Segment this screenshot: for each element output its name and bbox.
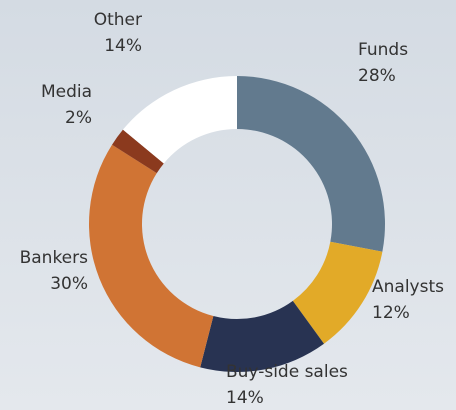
slice-value: 14% (226, 388, 264, 408)
donut-slice (122, 76, 237, 164)
slice-label: Other (94, 10, 142, 30)
slice-label: Analysts (372, 277, 444, 297)
donut-slice (237, 76, 385, 252)
slice-value: 28% (358, 66, 396, 86)
slice-label: Bankers (20, 248, 89, 268)
slice-label: Funds (358, 40, 408, 60)
donut-slice (200, 300, 324, 372)
slice-label: Buy-side sales (226, 362, 348, 382)
slice-value: 2% (65, 108, 92, 128)
donut-slice (292, 241, 383, 344)
slice-value: 12% (372, 303, 410, 323)
donut-slice (88, 144, 214, 368)
slice-value: 30% (50, 274, 88, 294)
slice-value: 14% (104, 36, 142, 56)
donut-slice (112, 129, 164, 174)
slice-label: Media (41, 82, 92, 102)
